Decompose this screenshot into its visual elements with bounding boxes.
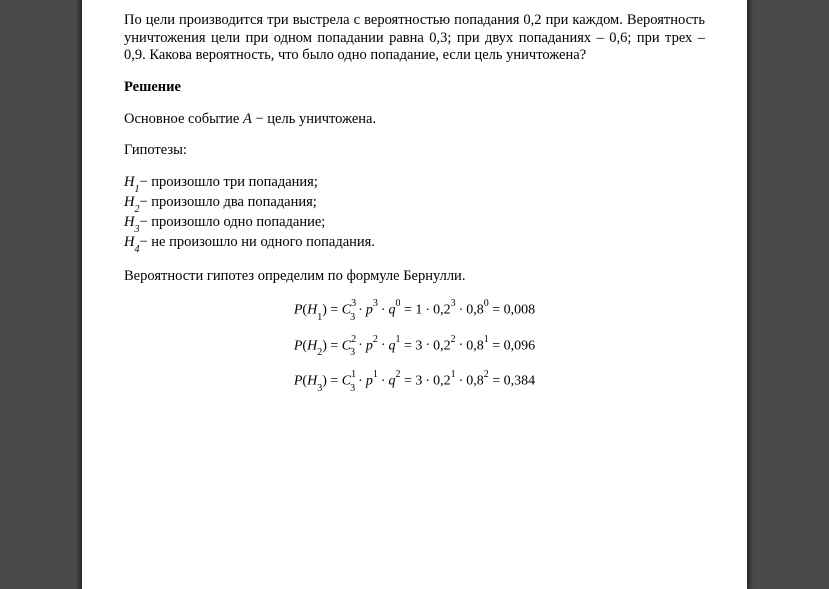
document-page: По цели производится три выстрела с веро… — [82, 0, 747, 589]
hypotheses-list: H1 − произошло три попадания; H2 − произ… — [124, 174, 705, 254]
hyp-var-sub: 1 — [134, 184, 139, 195]
hyp-var: H1 — [124, 174, 139, 194]
hypotheses-label: Гипотезы: — [124, 142, 705, 160]
main-event-suffix: − цель уничтожена. — [252, 111, 376, 127]
hyp-var: H2 — [124, 194, 139, 214]
hyp-var: H4 — [124, 234, 139, 254]
hyp-text: − произошло три попадания; — [139, 174, 317, 192]
formula-line: P(H3) = C13·p1·q2 = 3·0,21·0,82 = 0,384 — [124, 371, 705, 393]
hyp-var-base: H — [124, 214, 134, 230]
main-event-line: Основное событие A − цель уничтожена. — [124, 111, 705, 129]
viewport: По цели производится три выстрела с веро… — [0, 0, 829, 589]
hyp-var: H3 — [124, 214, 139, 234]
problem-statement: По цели производится три выстрела с веро… — [124, 12, 705, 65]
solution-heading: Решение — [124, 79, 705, 97]
hyp-var-sub: 4 — [134, 244, 139, 255]
hyp-var-sub: 2 — [134, 204, 139, 215]
hyp-var-base: H — [124, 234, 134, 250]
main-event-var: A — [243, 111, 252, 127]
hypothesis-row: H2 − произошло два попадания; — [124, 194, 705, 214]
bernoulli-note: Вероятности гипотез определим по формуле… — [124, 268, 705, 286]
hypothesis-row: H3 − произошло одно попадание; — [124, 214, 705, 234]
hyp-var-base: H — [124, 174, 134, 190]
page-shadow-right — [747, 0, 753, 589]
hypothesis-row: H4 − не произошло ни одного попадания. — [124, 234, 705, 254]
hyp-var-sub: 3 — [134, 224, 139, 235]
hypothesis-row: H1 − произошло три попадания; — [124, 174, 705, 194]
formula-block: P(H1) = C33·p3·q0 = 1·0,23·0,80 = 0,008 P… — [124, 300, 705, 393]
formula-line: P(H2) = C23·p2·q1 = 3·0,22·0,81 = 0,096 — [124, 336, 705, 358]
hyp-var-base: H — [124, 194, 134, 210]
hyp-text: − произошло одно попадание; — [139, 214, 325, 232]
hyp-text: − произошло два попадания; — [139, 194, 316, 212]
hyp-text: − не произошло ни одного попадания. — [139, 234, 374, 252]
formula-line: P(H1) = C33·p3·q0 = 1·0,23·0,80 = 0,008 — [124, 300, 705, 322]
main-event-prefix: Основное событие — [124, 111, 243, 127]
